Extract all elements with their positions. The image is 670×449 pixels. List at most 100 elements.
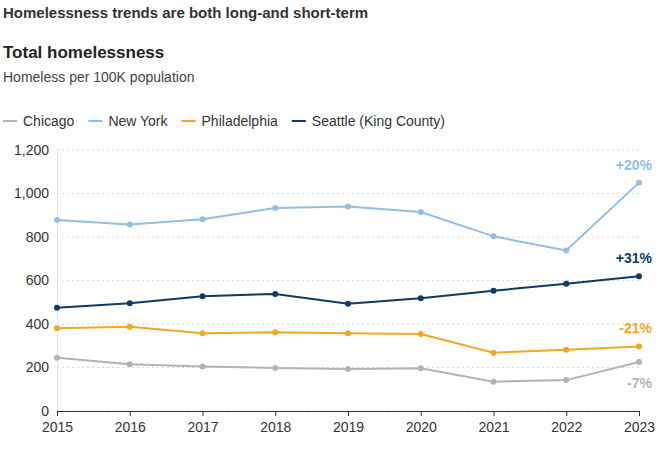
series-line bbox=[57, 183, 639, 251]
y-tick: 600 bbox=[26, 272, 57, 288]
legend-item: Philadelphia bbox=[182, 113, 278, 129]
series-point bbox=[491, 379, 497, 385]
series-point bbox=[127, 361, 133, 367]
annotation: -21% bbox=[619, 320, 652, 336]
series-point bbox=[272, 329, 278, 335]
y-tick-label: 1,200 bbox=[14, 142, 49, 158]
series-point bbox=[491, 288, 497, 294]
y-tick-label: 1,000 bbox=[14, 185, 49, 201]
x-tick: 2019 bbox=[333, 411, 364, 435]
grid-line bbox=[57, 324, 639, 325]
series-point bbox=[563, 347, 569, 353]
series-point bbox=[491, 350, 497, 356]
y-axis: 0 200 400 600 800 1,000 1,200 bbox=[14, 142, 58, 419]
x-tick: 2022 bbox=[551, 411, 582, 435]
x-axis-line bbox=[58, 412, 640, 417]
series-point bbox=[418, 209, 424, 215]
series-point bbox=[418, 331, 424, 337]
x-tick-mark bbox=[203, 411, 204, 416]
series-point bbox=[200, 293, 206, 299]
title: Homelessness trends are both long-and sh… bbox=[3, 4, 368, 21]
series-point bbox=[127, 324, 133, 330]
legend-item: Chicago bbox=[3, 113, 75, 129]
grid-line bbox=[57, 237, 639, 238]
series-point bbox=[54, 305, 60, 311]
x-tick: 2020 bbox=[406, 411, 437, 435]
series-point bbox=[563, 377, 569, 383]
annotation: -7% bbox=[627, 375, 652, 391]
series-point bbox=[200, 216, 206, 222]
series-point bbox=[272, 365, 278, 371]
legend-swatch bbox=[3, 120, 17, 122]
series-point bbox=[54, 355, 60, 361]
x-tick: 2015 bbox=[42, 411, 73, 435]
annotations: -7% +20% -21% +31% bbox=[616, 157, 653, 391]
series-point bbox=[636, 273, 642, 279]
annotation: +20% bbox=[616, 157, 653, 173]
chart: Homelessness trends are both long-and sh… bbox=[0, 0, 670, 449]
x-tick-mark bbox=[348, 411, 349, 416]
legend-label: New York bbox=[108, 113, 168, 129]
y-tick: 1,200 bbox=[14, 142, 57, 158]
series-point bbox=[127, 300, 133, 306]
series-point bbox=[345, 204, 351, 210]
legend: Chicago New York Philadelphia Seattle (King… bbox=[3, 113, 445, 129]
annotation: +31% bbox=[616, 250, 653, 266]
series-point bbox=[345, 366, 351, 372]
x-tick-label: 2015 bbox=[42, 419, 73, 435]
x-tick-label: 2020 bbox=[406, 419, 437, 435]
series-point bbox=[563, 281, 569, 287]
plot: 02004006008001,0001,20020152016201720182… bbox=[14, 142, 655, 435]
series-point bbox=[418, 365, 424, 371]
legend-label: Seattle (King County) bbox=[312, 113, 445, 129]
x-axis: 2015 2016 2017 2018 2019 2020 2021 2022 2023 bbox=[42, 411, 655, 435]
x-tick-mark bbox=[57, 411, 58, 416]
legend-item: New York bbox=[88, 113, 168, 129]
series-point bbox=[636, 343, 642, 349]
series-point bbox=[272, 205, 278, 211]
x-tick: 2023 bbox=[624, 411, 655, 435]
y-tick: 0 bbox=[41, 403, 57, 419]
x-tick-label: 2022 bbox=[551, 419, 582, 435]
x-tick-label: 2018 bbox=[260, 419, 291, 435]
series-point bbox=[200, 330, 206, 336]
x-tick: 2018 bbox=[260, 411, 291, 435]
series-point bbox=[491, 233, 497, 239]
x-tick-mark bbox=[421, 411, 422, 416]
x-tick-label: 2017 bbox=[187, 419, 218, 435]
y-tick: 800 bbox=[26, 229, 57, 245]
grid-line bbox=[57, 193, 639, 194]
series-point bbox=[200, 363, 206, 369]
x-tick-label: 2016 bbox=[115, 419, 146, 435]
series-point bbox=[563, 247, 569, 253]
subtitle: Total homelessness bbox=[3, 43, 164, 62]
legend-label: Philadelphia bbox=[202, 113, 278, 129]
series-point bbox=[54, 325, 60, 331]
series-point bbox=[636, 180, 642, 186]
x-tick-mark bbox=[275, 411, 276, 416]
grid-line bbox=[57, 280, 639, 281]
series-point bbox=[127, 221, 133, 227]
series-point bbox=[345, 301, 351, 307]
legend-swatch bbox=[88, 120, 102, 122]
y-axis-line bbox=[57, 151, 58, 412]
x-tick-label: 2021 bbox=[478, 419, 509, 435]
y-tick-label: 600 bbox=[26, 272, 50, 288]
grid-line bbox=[57, 150, 639, 151]
x-tick-label: 2019 bbox=[333, 419, 364, 435]
y-tick-label: 200 bbox=[26, 359, 50, 375]
series-line bbox=[57, 358, 639, 382]
legend-label: Chicago bbox=[23, 113, 75, 129]
y-tick-label: 0 bbox=[41, 403, 49, 419]
series-point bbox=[418, 295, 424, 301]
y-tick: 200 bbox=[26, 359, 57, 375]
y-tick: 400 bbox=[26, 316, 57, 332]
x-tick-label: 2023 bbox=[624, 419, 655, 435]
series-line bbox=[57, 276, 639, 308]
series-point bbox=[636, 359, 642, 365]
x-tick: 2021 bbox=[478, 411, 509, 435]
x-tick-mark bbox=[639, 411, 640, 416]
y-axis-title: Homeless per 100K population bbox=[3, 69, 194, 85]
series-point bbox=[54, 217, 60, 223]
grid bbox=[57, 150, 639, 411]
